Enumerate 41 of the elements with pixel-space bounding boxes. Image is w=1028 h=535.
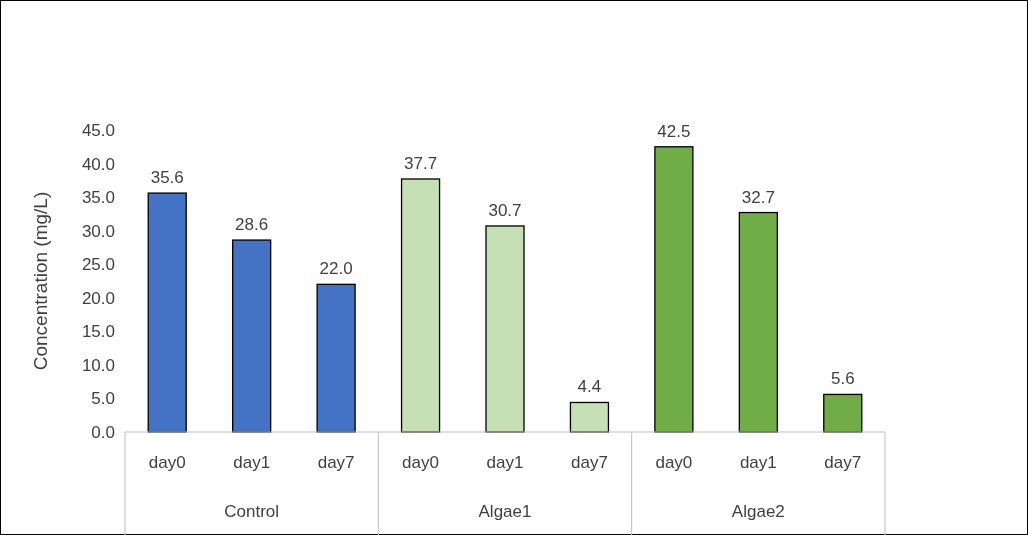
bar — [738, 211, 778, 433]
x-tick-label: day7 — [571, 453, 608, 472]
data-label: 42.5 — [657, 121, 691, 141]
x-tick-label: day7 — [317, 453, 355, 472]
x-tick-label: day1 — [233, 453, 271, 472]
bar — [400, 178, 441, 433]
data-label: 28.6 — [235, 215, 269, 235]
bar — [654, 146, 694, 433]
y-tick-label: 5.0 — [91, 389, 115, 409]
y-tick-label: 20.0 — [81, 288, 115, 308]
y-tick-label: 45.0 — [81, 120, 115, 140]
bar — [485, 225, 525, 433]
data-label: 30.7 — [488, 200, 522, 220]
x-tick-label: day1 — [739, 453, 777, 472]
data-label: 32.7 — [741, 187, 775, 207]
y-tick-label: 15.0 — [81, 322, 115, 342]
y-axis-title: Concentration (mg/L) — [30, 191, 51, 371]
data-label: 4.4 — [577, 377, 602, 397]
y-tick-label: 30.0 — [81, 221, 115, 241]
data-label: 22.0 — [319, 259, 353, 279]
y-tick-label: 35.0 — [81, 188, 115, 208]
text: Algae2 — [731, 502, 785, 521]
y-tick-label: 0.0 — [91, 422, 115, 442]
y-tick-label: 10.0 — [81, 355, 115, 375]
data-label: 37.7 — [404, 153, 438, 173]
bar — [316, 283, 356, 433]
text: Control — [224, 502, 280, 521]
x-tick-label: day7 — [824, 453, 862, 472]
data-label: 35.6 — [150, 168, 184, 188]
bar — [569, 401, 610, 433]
x-tick-label: day0 — [655, 453, 693, 472]
y-tick-label: 25.0 — [81, 255, 115, 275]
bar — [232, 239, 272, 433]
x-tick-label: day0 — [148, 453, 186, 472]
bar — [147, 192, 187, 433]
text: Algae1 — [478, 502, 532, 521]
x-tick-label: day0 — [402, 453, 439, 472]
data-label: 5.6 — [830, 369, 855, 389]
y-tick-label: 40.0 — [81, 154, 115, 174]
x-tick-label: day1 — [486, 453, 524, 472]
bar — [823, 393, 863, 433]
